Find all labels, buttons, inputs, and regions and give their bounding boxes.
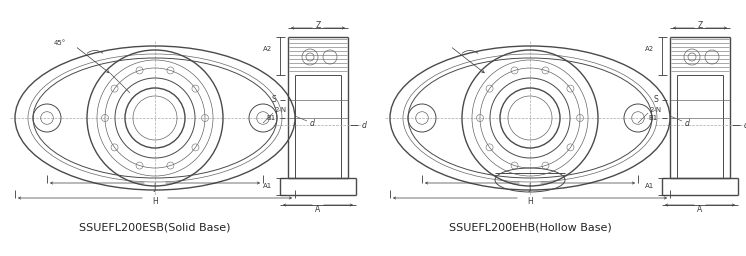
Text: d: d — [685, 119, 690, 127]
Text: d: d — [744, 121, 746, 130]
Text: 45°: 45° — [54, 40, 66, 46]
Text: J: J — [529, 183, 531, 191]
Text: SSUEFL200ESB(Solid Base): SSUEFL200ESB(Solid Base) — [79, 223, 231, 233]
Text: Z: Z — [316, 20, 321, 29]
Text: Z: Z — [698, 20, 703, 29]
Text: S: S — [653, 95, 658, 104]
Text: A2: A2 — [645, 46, 654, 52]
Text: A2: A2 — [263, 46, 272, 52]
Text: 2-N: 2-N — [650, 107, 662, 113]
Text: A: A — [698, 205, 703, 214]
Text: A: A — [316, 205, 321, 214]
Text: A1: A1 — [263, 183, 272, 189]
Text: SSUEFL200EHB(Hollow Base): SSUEFL200EHB(Hollow Base) — [448, 223, 612, 233]
Text: J: J — [154, 183, 156, 191]
Text: H: H — [527, 197, 533, 207]
Text: B1: B1 — [649, 115, 658, 121]
Text: S: S — [272, 95, 276, 104]
Text: H: H — [152, 197, 158, 207]
Text: B1: B1 — [267, 115, 276, 121]
Text: 2-N: 2-N — [275, 107, 287, 113]
Text: d: d — [362, 121, 367, 130]
Text: A1: A1 — [645, 183, 654, 189]
Text: d: d — [310, 119, 315, 127]
